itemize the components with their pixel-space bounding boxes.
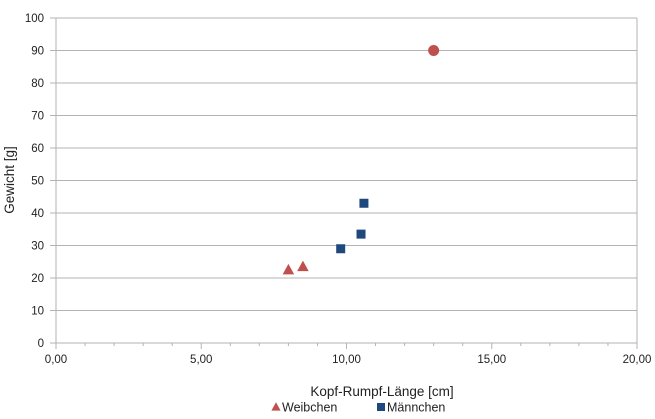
x-tick-label: 10,00	[332, 354, 361, 366]
legend-marker-0	[271, 402, 281, 411]
legend: Weibchen Männchen	[271, 401, 445, 415]
data-points	[282, 45, 440, 275]
y-tick-label: 20	[31, 273, 44, 285]
y-tick-label: 80	[31, 78, 44, 90]
y-tick-label: 60	[31, 143, 44, 155]
x-tick-labels: 0,00 5,00 10,00 15,00 20,00	[45, 343, 652, 366]
legend-label: Männchen	[387, 401, 445, 415]
y-tick-label: 40	[31, 208, 44, 220]
legend-label: Weibchen	[282, 401, 337, 415]
x-tick-label: 5,00	[190, 354, 212, 366]
x-tick-label: 0,00	[45, 354, 67, 366]
x-tick-label: 15,00	[477, 354, 506, 366]
y-tick-label: 10	[31, 306, 44, 318]
y-tick-label: 90	[31, 46, 44, 58]
y-axis-title: Gewicht [g]	[2, 146, 17, 214]
data-point-series-1-2	[359, 198, 369, 208]
x-axis-title: Kopf-Rumpf-Länge [cm]	[310, 384, 453, 399]
y-tick-label: 70	[31, 111, 44, 123]
legend-marker-1	[377, 403, 385, 411]
data-point-series-1-1	[356, 229, 366, 239]
y-tick-label: 50	[31, 176, 44, 188]
data-point-series-0-1	[297, 260, 309, 272]
y-tick-labels: 0 10 20 30 40 50 60 70 80 90 100	[25, 13, 56, 350]
y-tick-label: 100	[25, 13, 44, 25]
x-tick-label: 20,00	[623, 354, 652, 366]
data-point-series-1-0	[336, 244, 346, 254]
data-point-series-2-0	[428, 45, 440, 56]
y-tick-label: 30	[31, 241, 44, 253]
data-point-series-0-0	[282, 263, 295, 275]
gridlines	[56, 17, 637, 311]
y-tick-label: 0	[38, 338, 44, 350]
